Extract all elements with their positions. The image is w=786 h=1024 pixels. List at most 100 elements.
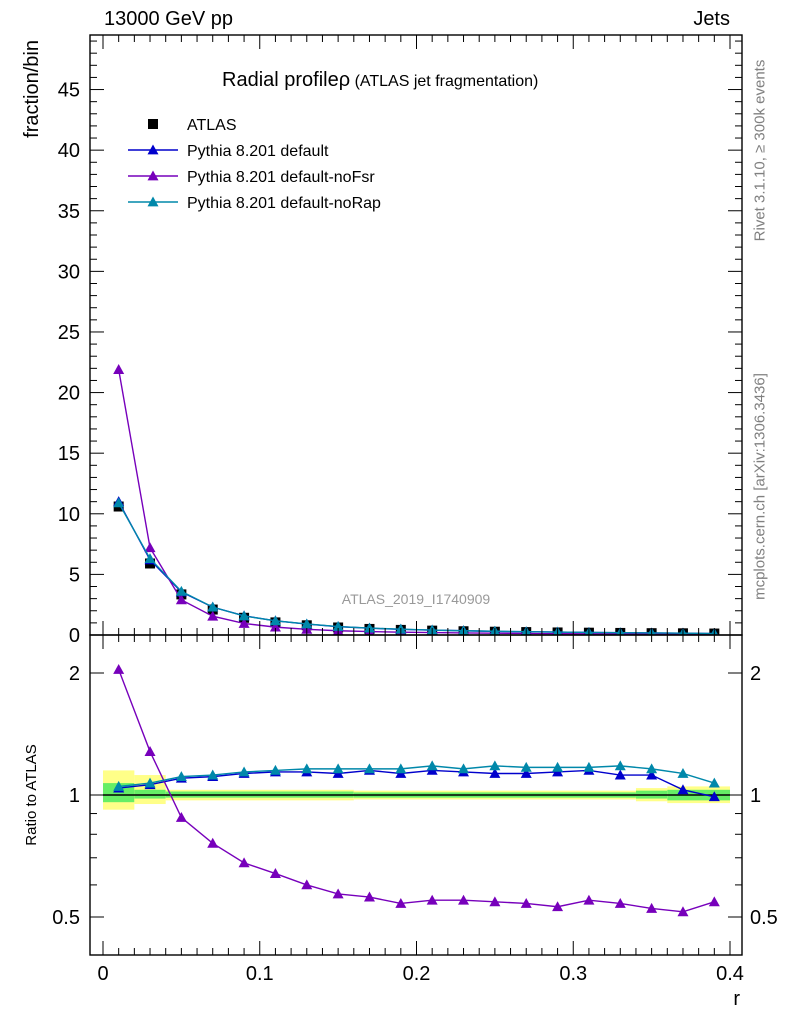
ratio-point-series-1 xyxy=(708,896,720,907)
ratio-point-series-1 xyxy=(646,902,658,913)
chart-title: Radial profileρ (ATLAS jet fragmentation… xyxy=(222,69,538,91)
ratio-point-series-2 xyxy=(144,777,156,788)
y-tick-label: 0 xyxy=(69,625,80,647)
band-inner-bin xyxy=(134,789,166,799)
ratio-point-series-1 xyxy=(238,857,250,868)
ratio-point-series-2 xyxy=(113,780,125,791)
ratio-point-series-2 xyxy=(614,760,626,771)
data-point-series-3 xyxy=(113,497,125,508)
ratio-point-series-1 xyxy=(552,901,564,912)
ratio-point-series-2 xyxy=(332,763,344,774)
data-point-series-2 xyxy=(207,610,219,621)
ratio-point-series-1 xyxy=(144,746,156,756)
ratio-point-series-2 xyxy=(269,764,281,775)
ratio-point-series-2 xyxy=(426,760,438,771)
ratio-point-series-1 xyxy=(363,891,375,902)
x-tick-label: 0.4 xyxy=(716,963,744,985)
x-tick-label: 0.2 xyxy=(403,963,431,985)
legend-marker-1 xyxy=(147,144,159,155)
header-process-label: 13000 GeV pp xyxy=(104,8,233,30)
ratio-point-series-2 xyxy=(646,763,658,774)
y-tick-label: 20 xyxy=(58,383,80,405)
ratio-point-series-2 xyxy=(520,761,532,772)
data-point-series-3 xyxy=(332,621,344,631)
x-tick-label: 0.3 xyxy=(559,963,587,985)
x-axis-label: r xyxy=(733,988,740,1010)
ratio-point-series-2 xyxy=(363,763,375,774)
ratio-point-series-2 xyxy=(395,763,407,774)
ratio-point-series-1 xyxy=(583,894,595,905)
ratio-point-series-1 xyxy=(614,897,626,908)
ratio-point-series-1 xyxy=(113,664,125,674)
ratio-point-series-2 xyxy=(301,763,313,774)
ratio-point-series-2 xyxy=(552,761,564,772)
ratio-point-series-1 xyxy=(426,894,438,905)
x-tick-label: 0.1 xyxy=(246,963,274,985)
data-point-series-3 xyxy=(207,601,219,612)
ratio-line-1 xyxy=(118,669,715,913)
ratio-point-series-2 xyxy=(708,777,720,788)
ratio-point-series-1 xyxy=(395,897,407,908)
ratio-y-tick-label-right: 2 xyxy=(750,663,761,685)
data-point-series-2 xyxy=(113,364,125,374)
ratio-plot-data xyxy=(103,664,730,917)
ratio-point-series-1 xyxy=(332,888,344,899)
legend-label-2: Pythia 8.201 default-noFsr xyxy=(187,169,375,186)
ratio-point-series-2 xyxy=(677,767,689,778)
legend-marker-2 xyxy=(147,170,159,181)
data-point-series-3 xyxy=(269,615,281,626)
ratio-y-axis-label: Ratio to ATLAS xyxy=(23,744,40,845)
y-tick-label: 5 xyxy=(69,564,80,586)
ratio-y-tick-label: 2 xyxy=(69,663,80,685)
ratio-point-series-1 xyxy=(677,906,689,917)
ratio-point-series-2 xyxy=(458,763,470,774)
ratio-point-series-0 xyxy=(677,784,689,795)
ratio-point-series-2 xyxy=(583,761,595,772)
ratio-point-series-1 xyxy=(207,837,219,848)
ratio-point-series-2 xyxy=(489,760,501,771)
ratio-point-series-0 xyxy=(708,791,720,802)
legend-marker-atlas xyxy=(148,119,158,129)
axes xyxy=(89,34,743,956)
y-tick-label: 25 xyxy=(58,322,80,344)
chart-title-symbol: ρ xyxy=(339,69,350,91)
y-tick-label: 30 xyxy=(58,261,80,283)
ratio-point-series-1 xyxy=(301,879,313,890)
data-point-series-3 xyxy=(144,553,156,564)
ratio-point-series-2 xyxy=(238,766,250,777)
legend-label-0: ATLAS xyxy=(187,117,237,134)
data-point-series-2 xyxy=(175,594,187,605)
y-tick-label: 15 xyxy=(58,443,80,465)
y-tick-label: 40 xyxy=(58,140,80,162)
ratio-point-series-1 xyxy=(489,896,501,907)
ratio-point-series-0 xyxy=(520,767,532,778)
ratio-point-series-1 xyxy=(458,894,470,905)
ratio-y-tick-label: 1 xyxy=(69,785,80,807)
data-point-series-3 xyxy=(363,622,375,633)
ratio-y-tick-label-right: 1 xyxy=(750,785,761,807)
legend-marker-3 xyxy=(147,196,159,207)
data-point-series-3 xyxy=(238,610,250,621)
ratio-y-tick-label: 0.5 xyxy=(52,907,80,929)
ratio-point-series-0 xyxy=(489,767,501,778)
header-category-label: Jets xyxy=(693,8,730,30)
chart-title-sub: (ATLAS jet fragmentation) xyxy=(350,73,538,90)
data-point-series-3 xyxy=(175,585,187,596)
y-tick-label: 10 xyxy=(58,504,80,526)
analysis-watermark: ATLAS_2019_I1740909 xyxy=(342,591,491,607)
data-point-series-2 xyxy=(269,621,281,632)
ratio-line-0 xyxy=(118,769,715,798)
ratio-point-series-1 xyxy=(520,897,532,908)
ratio-point-series-2 xyxy=(175,771,187,782)
y-tick-label: 35 xyxy=(58,201,80,223)
chart-title-main: Radial profile xyxy=(222,69,339,91)
legend-label-3: Pythia 8.201 default-noRap xyxy=(187,195,381,212)
ratio-point-series-2 xyxy=(207,769,219,780)
ratio-point-series-0 xyxy=(614,769,626,780)
ratio-point-series-0 xyxy=(646,769,658,780)
chart-text: 0 0.1 0.2 0.3 0.4 0 5 10 15 20 25 30 35 40 45 0.5 0.5 1 1 2… xyxy=(21,40,778,1010)
data-point-series-2 xyxy=(238,617,250,628)
ratio-y-tick-label-right: 0.5 xyxy=(750,907,778,929)
ratio-point-series-1 xyxy=(269,868,281,878)
